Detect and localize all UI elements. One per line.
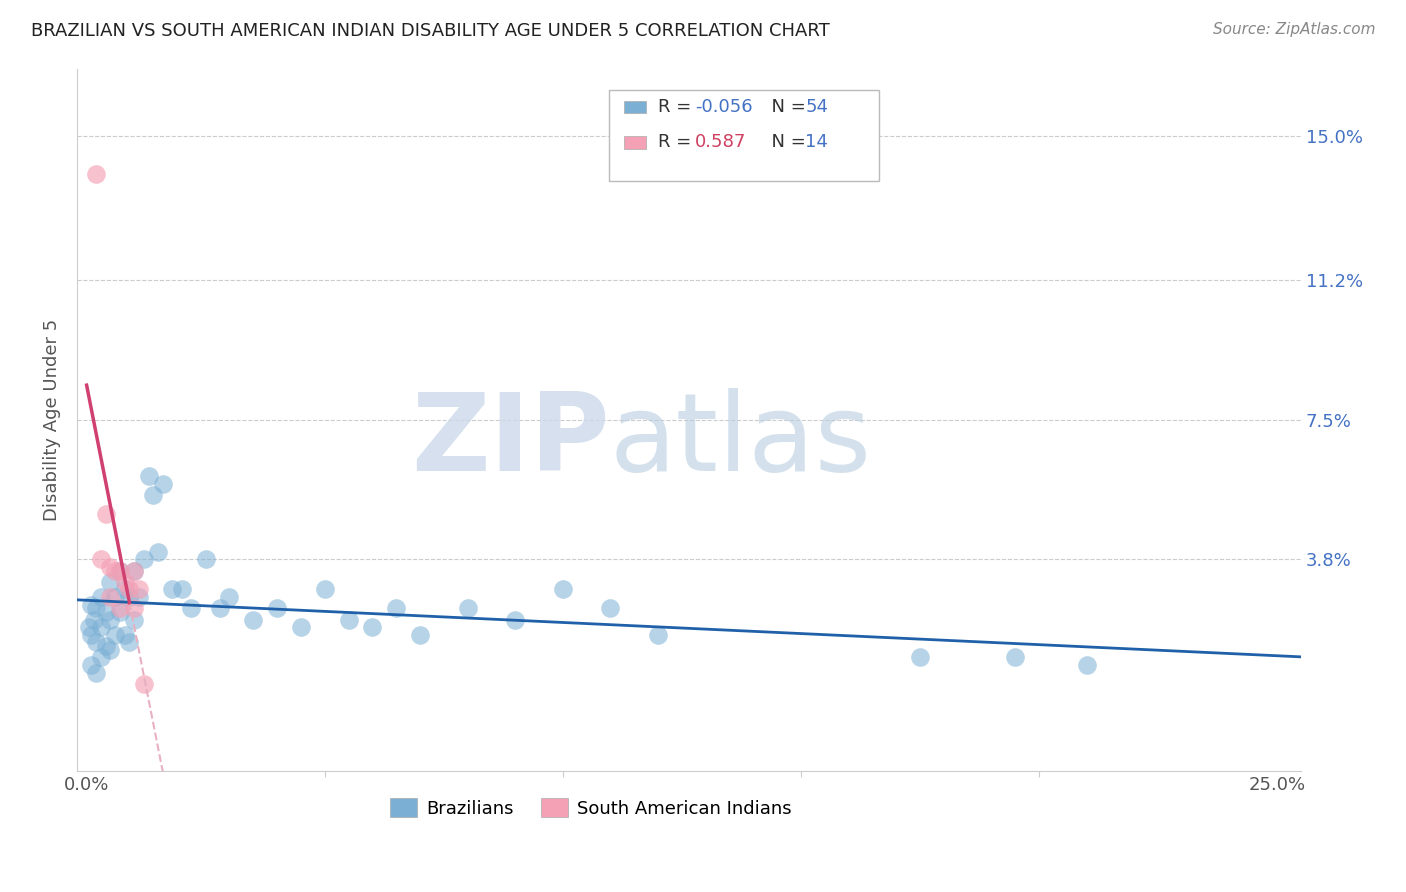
Point — [100, 590, 122, 604]
Point — [1004, 650, 1026, 665]
Point — [128, 590, 150, 604]
Point — [100, 613, 122, 627]
Point — [114, 628, 136, 642]
Point — [152, 476, 174, 491]
Point — [138, 469, 160, 483]
Point — [104, 564, 127, 578]
Point — [108, 605, 131, 619]
Point — [90, 590, 112, 604]
Text: -0.056: -0.056 — [695, 98, 752, 116]
Point — [908, 650, 931, 665]
Text: Source: ZipAtlas.com: Source: ZipAtlas.com — [1212, 22, 1375, 37]
Point — [83, 613, 105, 627]
Point — [194, 552, 217, 566]
Point — [108, 564, 131, 578]
Point — [180, 601, 202, 615]
Point — [104, 590, 127, 604]
Text: N =: N = — [761, 133, 811, 152]
Point — [108, 601, 131, 615]
Point — [118, 635, 141, 649]
Point — [84, 601, 107, 615]
Point — [409, 628, 432, 642]
Point — [599, 601, 621, 615]
Point — [90, 650, 112, 665]
Point — [503, 613, 526, 627]
Point — [84, 635, 107, 649]
Point — [80, 628, 103, 642]
Point — [142, 488, 165, 502]
Text: ZIP: ZIP — [411, 388, 609, 493]
Point — [118, 582, 141, 597]
FancyBboxPatch shape — [609, 89, 879, 181]
Text: R =: R = — [658, 133, 697, 152]
Point — [114, 574, 136, 589]
Point — [84, 167, 107, 181]
Point — [647, 628, 669, 642]
Point — [162, 582, 184, 597]
Point — [551, 582, 574, 597]
Point — [128, 582, 150, 597]
FancyBboxPatch shape — [624, 101, 647, 113]
Point — [80, 658, 103, 673]
Point — [122, 564, 145, 578]
Point — [100, 643, 122, 657]
Point — [118, 590, 141, 604]
Point — [132, 677, 155, 691]
Point — [314, 582, 336, 597]
Point — [1076, 658, 1098, 673]
Point — [100, 559, 122, 574]
Point — [218, 590, 240, 604]
Text: BRAZILIAN VS SOUTH AMERICAN INDIAN DISABILITY AGE UNDER 5 CORRELATION CHART: BRAZILIAN VS SOUTH AMERICAN INDIAN DISAB… — [31, 22, 830, 40]
Text: N =: N = — [761, 98, 811, 116]
Point — [77, 620, 100, 634]
Point — [108, 564, 131, 578]
Legend: Brazilians, South American Indians: Brazilians, South American Indians — [384, 791, 799, 825]
Point — [122, 613, 145, 627]
Point — [80, 598, 103, 612]
Point — [146, 545, 169, 559]
Point — [361, 620, 384, 634]
Point — [94, 507, 117, 521]
Point — [100, 574, 122, 589]
Point — [457, 601, 479, 615]
Y-axis label: Disability Age Under 5: Disability Age Under 5 — [44, 318, 60, 521]
Point — [114, 582, 136, 597]
Point — [90, 620, 112, 634]
Point — [208, 601, 231, 615]
Point — [337, 613, 360, 627]
Point — [94, 605, 117, 619]
Point — [90, 552, 112, 566]
Point — [290, 620, 312, 634]
FancyBboxPatch shape — [624, 136, 647, 149]
Text: R =: R = — [658, 98, 697, 116]
Point — [84, 665, 107, 680]
Text: 14: 14 — [806, 133, 828, 152]
Point — [385, 601, 408, 615]
Point — [266, 601, 288, 615]
Point — [132, 552, 155, 566]
Point — [104, 628, 127, 642]
Point — [122, 601, 145, 615]
Point — [122, 564, 145, 578]
Text: 54: 54 — [806, 98, 828, 116]
Text: atlas: atlas — [609, 388, 872, 493]
Point — [170, 582, 193, 597]
Point — [94, 639, 117, 653]
Point — [242, 613, 264, 627]
Text: 0.587: 0.587 — [695, 133, 747, 152]
